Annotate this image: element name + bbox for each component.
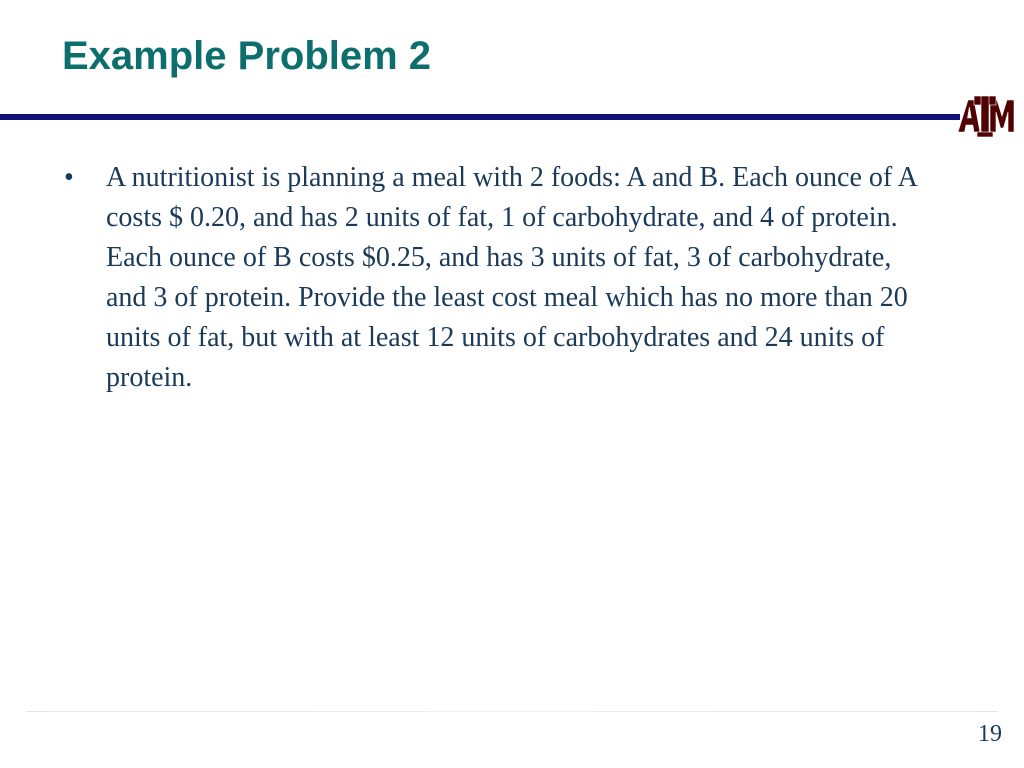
- page-number: 19: [978, 721, 1002, 748]
- bullet-glyph: •: [62, 158, 106, 198]
- title-rule: [0, 114, 960, 120]
- slide-title: Example Problem 2: [0, 0, 1024, 79]
- slide-body: • A nutritionist is planning a meal with…: [62, 158, 932, 398]
- slide: Example Problem 2 • A nutritionist is pl…: [0, 0, 1024, 768]
- body-text: A nutritionist is planning a meal with 2…: [106, 158, 932, 398]
- bullet-item: • A nutritionist is planning a meal with…: [62, 158, 932, 398]
- atm-logo-icon: [956, 92, 1014, 140]
- title-rule-wrap: [0, 112, 1024, 122]
- footer-divider: [26, 711, 998, 712]
